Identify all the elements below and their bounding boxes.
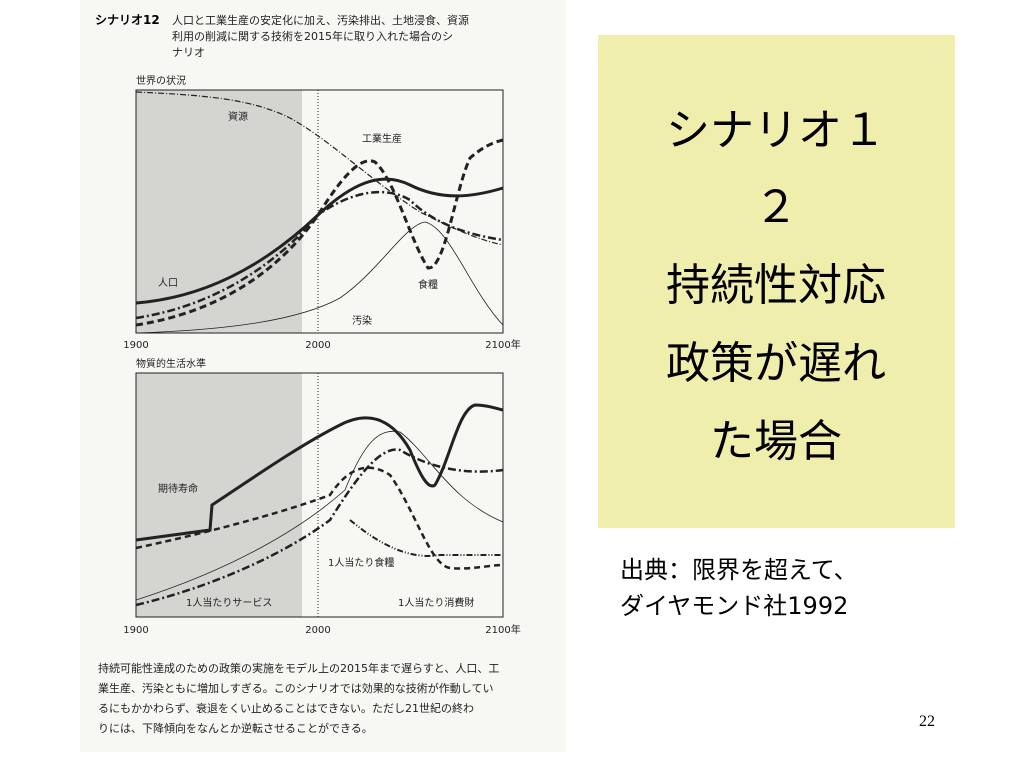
series-label: 資源 (228, 110, 248, 123)
shade (136, 90, 302, 333)
series-label: 工業生産 (362, 132, 402, 145)
curve (135, 221, 504, 334)
heading-label: シナリオ12 (95, 13, 160, 27)
curve (135, 448, 504, 607)
x-tick-label: 2000 (305, 340, 330, 351)
x-tick-label: 1900 (123, 340, 148, 351)
heading-line: 利用の削減に関する技術を2015年に取り入れた場合のシ (172, 29, 453, 43)
curve (135, 403, 504, 542)
caption-line: 持続可能性達成のための政策の実施をモデル上の2015年まで遅らすと、人口、工 (98, 661, 499, 675)
shade (136, 373, 302, 617)
x-tick-label: 2100年 (485, 338, 520, 351)
slide-title: ２ (754, 182, 798, 233)
series-label: 1人当たり食糧 (328, 556, 394, 569)
page-number: 22 (919, 713, 935, 730)
slide-title: 持続性対応 (666, 260, 886, 311)
series-label: 1人当たりサービス (186, 596, 272, 609)
x-tick-label: 2000 (305, 625, 330, 636)
curve (135, 91, 504, 246)
source: 出典：限界を超えて、 (620, 556, 858, 584)
heading-line: ナリオ (172, 46, 205, 59)
slide-title: シナリオ１ (666, 105, 886, 156)
series-label: 食糧 (418, 278, 438, 291)
caption-line: るにもかかわらず、衰退をくい止めることはできない。ただし21世紀の終わ (98, 701, 474, 715)
slide-title: 政策が遅れ (666, 338, 886, 389)
slide-title: た場合 (710, 416, 842, 467)
caption-line: 業生産、汚染ともに増加しすぎる。このシナリオでは効果的な技術が作動してい (98, 681, 493, 695)
chart-title: 物質的生活水準 (136, 357, 206, 370)
series-label: 汚染 (352, 314, 372, 327)
title-box (598, 35, 955, 528)
plot-frame (135, 89, 504, 334)
chart-title: 世界の状況 (136, 74, 186, 87)
caption-line: りには、下降傾向をなんとか逆転させることができる。 (98, 721, 373, 735)
curve (135, 138, 504, 327)
series-label: 人口 (158, 277, 178, 289)
series-label: 1人当たり消費財 (398, 596, 474, 609)
plot-frame (135, 372, 504, 618)
curve (135, 177, 504, 305)
heading-line: 人口と工業生産の安定化に加え、汚染排出、土地浸食、資源 (172, 13, 469, 27)
x-tick-label: 1900 (123, 625, 148, 636)
x-tick-label: 2100年 (485, 623, 520, 636)
source: ダイヤモンド社1992 (620, 592, 848, 620)
curve (135, 430, 504, 601)
curve (135, 466, 504, 570)
curve (135, 190, 504, 320)
series-label: 期待寿命 (158, 482, 198, 495)
curve (349, 519, 503, 557)
